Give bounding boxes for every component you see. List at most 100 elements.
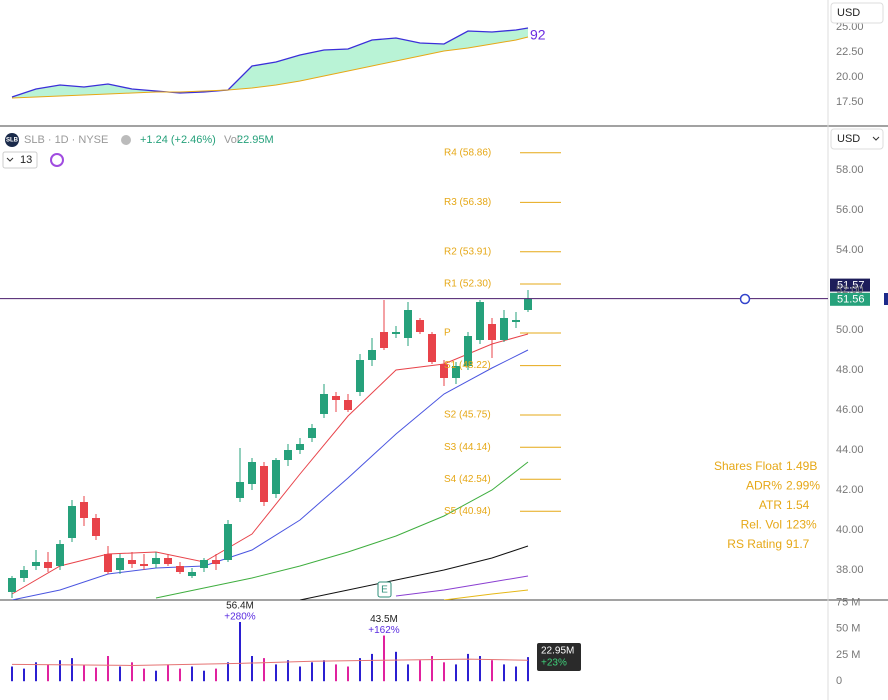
volume-bar <box>191 666 193 682</box>
y-tick-label: 50 M <box>836 623 860 635</box>
logo-text: SLB <box>6 138 19 144</box>
candle-body <box>524 298 532 310</box>
line-handle[interactable] <box>739 293 751 305</box>
volume-bar <box>95 667 97 682</box>
event-badge <box>377 581 392 598</box>
volume-bar <box>23 668 25 682</box>
candle-body <box>464 336 472 366</box>
candle-body <box>272 460 280 494</box>
currency-button[interactable] <box>830 128 884 150</box>
price-pane: R4 (58.86) R3 (56.38) R2 (53.91) R1 (52.30)… <box>0 147 828 600</box>
y-tick-label: 0 <box>836 675 842 687</box>
y-tick-label: 54.00 <box>836 244 864 256</box>
candle-body <box>200 560 208 568</box>
pivot-label: P <box>444 328 451 339</box>
y-tick-label: 50.00 <box>836 324 864 336</box>
pivot-label: S5 (40.94) <box>444 506 491 517</box>
candle-body <box>128 560 136 564</box>
candle-body <box>344 400 352 410</box>
candle-body <box>32 562 40 566</box>
candle-body <box>212 560 220 564</box>
volume-value-label: 43.5M <box>370 614 398 625</box>
candle-body <box>476 302 484 340</box>
rs-line <box>11 27 529 98</box>
volume-bar <box>347 666 349 682</box>
volume-bar <box>11 666 13 682</box>
candle-body <box>488 324 496 340</box>
stat-label: Shares Float <box>714 459 783 473</box>
pivot-label: S4 (42.54) <box>444 474 491 485</box>
candle-body <box>236 482 244 498</box>
candle-body <box>68 506 76 538</box>
candle-body <box>332 396 340 400</box>
candle-body <box>308 428 316 438</box>
volume-bar <box>167 664 169 682</box>
stat-value: 91.7 <box>786 537 810 551</box>
y-tick-label: 75 M <box>836 596 860 608</box>
currency-button[interactable] <box>830 2 884 24</box>
rs-rating: 92 <box>530 27 546 43</box>
pivot-label: S1 (48.22) <box>444 360 491 371</box>
y-tick-label: 46.00 <box>836 404 864 416</box>
volume-bar <box>275 664 277 682</box>
pivot-label: R1 (52.30) <box>444 279 491 290</box>
stat-label: ATR <box>759 498 782 512</box>
candle-body <box>20 570 28 578</box>
volume-bar <box>443 662 445 682</box>
volume-bar <box>251 656 253 682</box>
candle-body <box>428 334 436 362</box>
volume-bar <box>203 670 205 682</box>
y-tick-label: 52.00 <box>836 284 864 296</box>
candle-body <box>44 562 52 568</box>
pivot-label: R3 (56.38) <box>444 197 491 208</box>
volume-bar <box>287 660 289 682</box>
pivot-label: R4 (58.86) <box>444 147 491 158</box>
candle-body <box>116 558 124 570</box>
volume-bar <box>239 621 241 682</box>
volume-bar <box>383 635 385 682</box>
price-badge <box>830 278 870 292</box>
candle-body <box>224 524 232 560</box>
currency: USD <box>837 133 860 145</box>
indicator-count[interactable] <box>2 151 38 169</box>
volume-bar <box>59 660 61 682</box>
y-tick-label: 58.00 <box>836 164 864 176</box>
rs-pane <box>11 27 529 99</box>
volume-bar <box>47 664 49 682</box>
candle-body <box>188 572 196 576</box>
volume-bar <box>515 666 517 682</box>
candle-body <box>320 394 328 414</box>
volume-bar <box>359 658 361 682</box>
candle-body <box>380 332 388 348</box>
volume-bar <box>467 653 469 682</box>
moving-average <box>155 461 529 599</box>
stat-value: 2.99% <box>786 479 820 493</box>
moving-average <box>299 545 529 600</box>
volume-bar <box>371 653 373 682</box>
volume-bar <box>431 656 433 682</box>
candle-body <box>104 554 112 572</box>
volume-bar <box>35 662 37 682</box>
y-tick-label: 40.00 <box>836 524 864 536</box>
candle-body <box>440 364 448 378</box>
logo <box>5 133 19 147</box>
y-tick-label: 44.00 <box>836 444 864 456</box>
pivot-label: R2 (53.91) <box>444 246 491 257</box>
volume-bar <box>83 665 85 682</box>
volume-value-label: 22.95M <box>541 646 574 657</box>
y-tick-label: 17.50 <box>836 96 864 108</box>
volume-bar <box>263 658 265 682</box>
volume-bar <box>455 664 457 682</box>
candle-body <box>248 462 256 484</box>
volume-bar <box>143 668 145 682</box>
stat-label: RS Rating <box>727 537 782 551</box>
volume-bar <box>155 670 157 682</box>
volume-bar <box>131 662 133 682</box>
stat-value: 1.49B <box>786 459 817 473</box>
y-tick-label: 42.00 <box>836 484 864 496</box>
indicator-icon[interactable] <box>50 153 64 167</box>
candle-body <box>296 444 304 450</box>
stat-label: Rel. Vol <box>741 518 782 532</box>
volume-bar <box>419 660 421 682</box>
volume-value-label: 56.4M <box>226 601 254 612</box>
